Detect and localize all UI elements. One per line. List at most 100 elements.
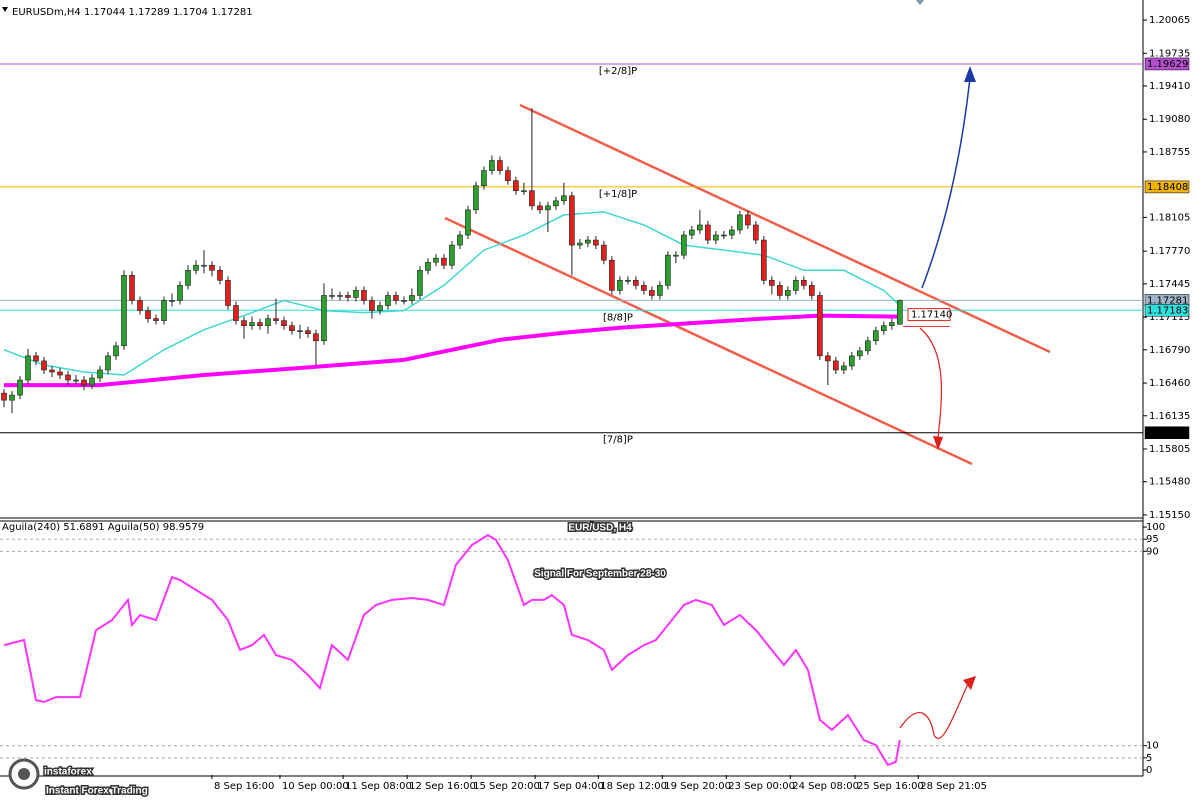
y-tick-label: 1.19410	[1149, 81, 1190, 92]
forecast-arrow	[921, 77, 971, 289]
shift-marker	[915, 0, 925, 5]
low: 1.1704	[173, 7, 208, 18]
candle-body	[497, 160, 503, 171]
candle-body	[449, 244, 455, 266]
candle-body	[385, 295, 391, 306]
candle-body	[841, 365, 847, 371]
candle-body	[673, 254, 679, 257]
x-tick-label: 19 Sep 20:00	[664, 781, 731, 792]
candle-body	[161, 300, 167, 321]
x-tick-label: 12 Sep 16:00	[409, 781, 476, 792]
candle-body	[393, 295, 399, 301]
open: 1.17044	[84, 7, 125, 18]
level-label: [7/8]P	[603, 435, 633, 446]
candle-body	[41, 360, 47, 371]
level-label: [+1/8]P	[599, 189, 637, 200]
y-tick-label: 0	[1146, 765, 1152, 776]
candle-body	[681, 234, 687, 256]
y-tick-label: 1.17115	[1149, 312, 1190, 323]
indicator-line	[3, 533, 901, 767]
target-box	[907, 308, 951, 322]
indicator-title: Aguila(240) 51.6891 Aguila(50) 98.9579	[2, 522, 204, 533]
candle-body	[433, 257, 439, 263]
x-tick-label: 24 Sep 08:00	[792, 781, 859, 792]
candle-body	[169, 300, 175, 302]
candle-body	[153, 318, 159, 321]
y-tick-label: 1.16790	[1149, 345, 1190, 356]
heading: EUR/USD, H4	[568, 523, 632, 534]
candle-body	[465, 209, 471, 236]
candle-body	[641, 285, 647, 291]
candle-body	[89, 377, 95, 386]
forecast-arrow	[899, 683, 969, 739]
candle-body	[865, 340, 871, 352]
candle-body	[529, 190, 535, 207]
candle-body	[737, 214, 743, 231]
y-tick-label: 1.19735	[1149, 48, 1190, 59]
target-label: 1.17140	[911, 310, 952, 321]
candle-body	[761, 239, 767, 281]
close: 1.17281	[211, 7, 252, 18]
y-tick-label: 1.16460	[1149, 378, 1190, 389]
candle-body	[209, 264, 215, 271]
candle-body	[241, 320, 247, 326]
y-tick-label: 95	[1146, 534, 1159, 545]
candle-body	[305, 330, 311, 335]
candle-body	[833, 360, 839, 371]
candle-body	[369, 300, 375, 311]
price-box	[1144, 426, 1190, 439]
header: EURUSDm,H4 1.17044 1.17289 1.1704 1.1728…	[2, 7, 253, 18]
candle-body	[601, 244, 607, 261]
candle-body	[825, 355, 831, 362]
candle-body	[297, 330, 303, 332]
candle-body	[457, 234, 463, 246]
candle-body	[113, 345, 119, 357]
candle-body	[81, 379, 87, 386]
candle-body	[177, 285, 183, 301]
price-box	[1144, 180, 1190, 194]
candle-body	[553, 200, 559, 207]
y-tick-label: 1.15805	[1149, 444, 1190, 455]
candle-body	[281, 320, 287, 326]
subtitle: Signal For September 28-30	[534, 569, 666, 580]
candle-body	[145, 310, 151, 319]
candle-body	[57, 371, 63, 376]
price-box-label: 1.18408	[1147, 182, 1188, 193]
logo-tagline: Instant Forex Trading	[46, 786, 148, 797]
candle-body	[425, 261, 431, 271]
candle-body	[785, 290, 791, 296]
candle-body	[409, 295, 415, 301]
candle-body	[505, 170, 511, 181]
candle-body	[569, 195, 575, 246]
candle-body	[185, 269, 191, 286]
level-label: [8/8]P	[603, 312, 633, 323]
x-tick-label: 17 Sep 04:00	[537, 781, 604, 792]
candle-body	[353, 290, 359, 298]
watermark: instaforex Instant Forex Trading	[8, 758, 149, 798]
candle-body	[73, 379, 79, 382]
y-tick-label: 1.18105	[1149, 212, 1190, 223]
logo-icon-core	[18, 768, 30, 780]
candle-body	[769, 280, 775, 286]
x-tick-label: 15 Sep 20:00	[473, 781, 540, 792]
candle-body	[273, 318, 279, 321]
candle-body	[17, 379, 23, 396]
candle-body	[857, 350, 863, 357]
candle-body	[593, 239, 599, 246]
candle-body	[705, 224, 711, 241]
candle-body	[665, 254, 671, 286]
candle-body	[657, 285, 663, 296]
x-tick-label: 11 Sep 08:00	[345, 781, 412, 792]
candle-body	[105, 355, 111, 371]
candle-body	[793, 280, 799, 291]
y-tick-label: 1.16135	[1149, 411, 1190, 422]
candle-body	[713, 234, 719, 241]
candle-body	[401, 300, 407, 302]
candle-body	[1, 392, 7, 401]
candle-body	[345, 295, 351, 298]
candle-body	[137, 300, 143, 311]
y-tick-label: 1.17445	[1149, 279, 1190, 290]
candle-body	[777, 285, 783, 296]
